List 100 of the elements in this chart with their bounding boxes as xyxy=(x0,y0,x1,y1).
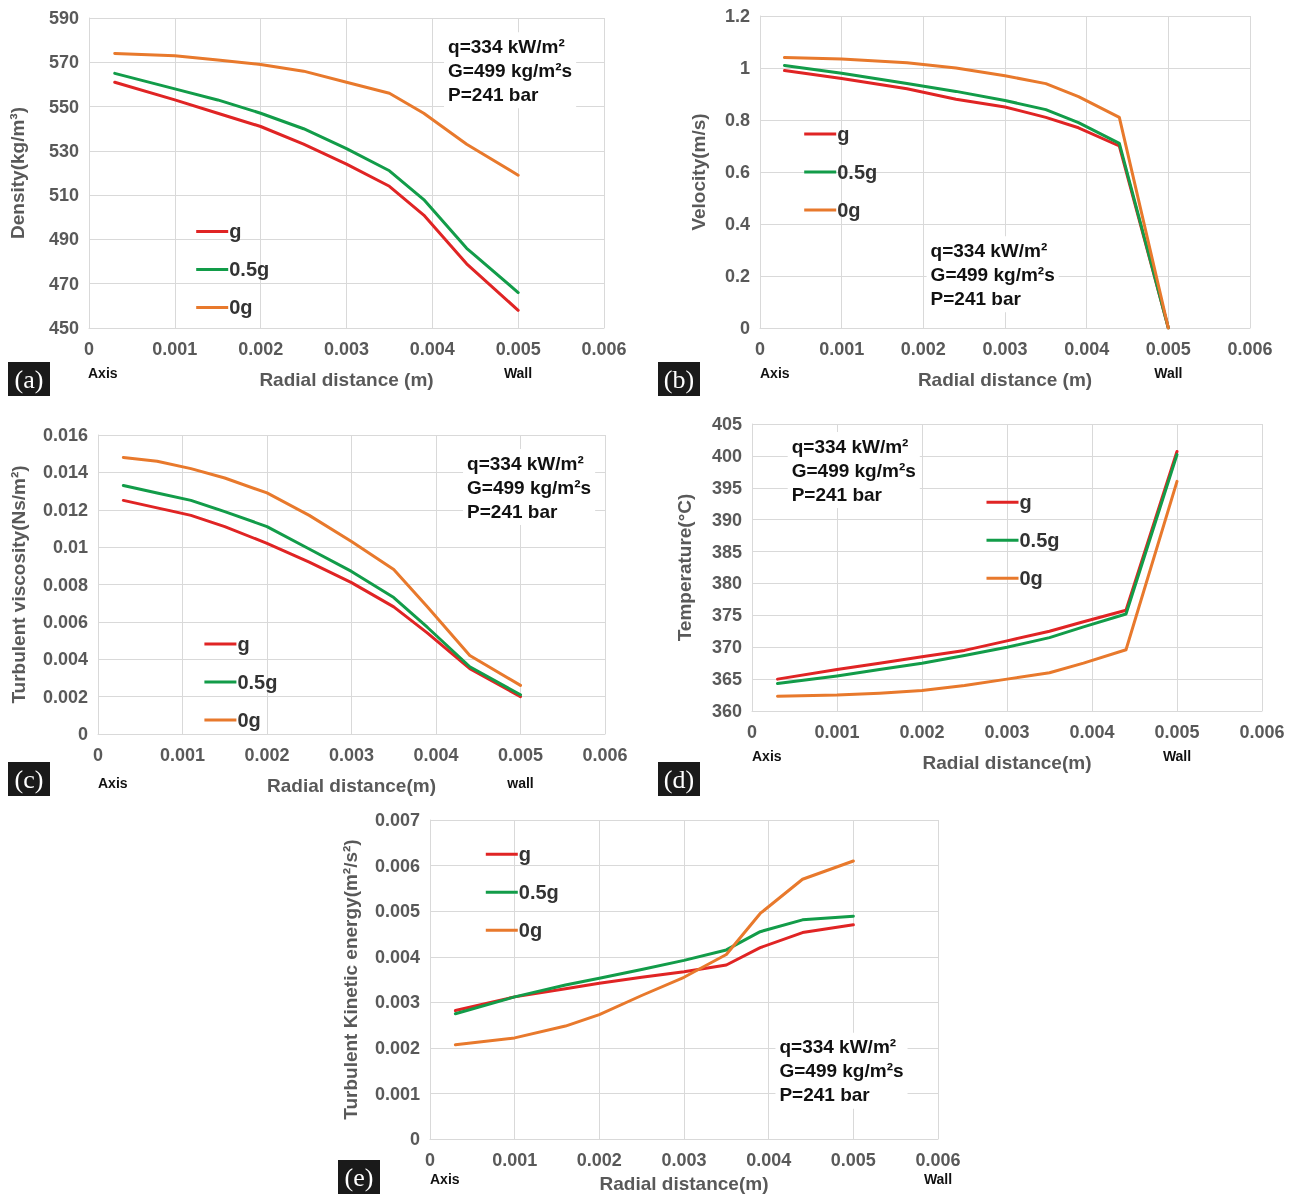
text: (a) xyxy=(14,364,44,394)
text: Axis xyxy=(752,748,782,764)
x-tick-label: 0.006 xyxy=(581,339,627,359)
x-tick-label: 0.003 xyxy=(984,722,1030,742)
y-tick-label: 375 xyxy=(711,605,742,626)
x-tick-label: 0.006 xyxy=(1227,339,1273,359)
y-tick-label: 530 xyxy=(48,140,79,161)
y-tick-label: 510 xyxy=(48,185,79,206)
x-axis-title: Radial distance (m) xyxy=(917,369,1093,390)
y-tick-label: 590 xyxy=(48,8,79,28)
x-tick-label: 0.006 xyxy=(582,745,628,765)
y-tick-label: 0.012 xyxy=(42,499,88,520)
y-tick-label: 0.016 xyxy=(42,425,88,445)
x-tick-label: 0.003 xyxy=(328,745,375,765)
y-tick-label: 395 xyxy=(711,477,742,498)
legend-label: g xyxy=(237,632,250,655)
legend-label: 0g xyxy=(518,919,543,942)
y-tick-label: 0.6 xyxy=(724,162,750,182)
x-tick-label: 0.001 xyxy=(814,722,860,742)
legend-label: 0.5g xyxy=(229,258,270,281)
x-tick-label: 0.005 xyxy=(830,1150,876,1171)
y-tick-label: 0.006 xyxy=(42,611,88,632)
y-tick-label: 0.014 xyxy=(42,462,88,483)
x-tick-label: 0 xyxy=(424,1150,436,1171)
y-tick-label: 0.4 xyxy=(724,214,750,234)
x-tick-label: 0.004 xyxy=(413,745,459,765)
x-tick-label: 0.004 xyxy=(409,339,455,359)
legend-label: 0g xyxy=(837,198,861,221)
annotation: q=334 kW/m² G=499 kg/m²s P=241 bar xyxy=(467,452,592,522)
y-tick-label: 370 xyxy=(711,637,742,658)
legend-label: 0g xyxy=(237,708,261,731)
legend-label: 0.5g xyxy=(237,670,278,693)
legend-label: g xyxy=(1019,491,1032,514)
x-tick-label: 0.002 xyxy=(899,722,945,742)
x-tick-label: 0.001 xyxy=(819,339,865,359)
annotation: q=334 kW/m² G=499 kg/m²s P=241 bar xyxy=(448,35,573,105)
legend-label: g xyxy=(837,122,850,145)
y-tick-label: 570 xyxy=(48,52,79,73)
x-tick-label: 0.001 xyxy=(152,339,198,359)
legend-label: 0.5g xyxy=(1019,529,1060,552)
x-tick-label: 0.005 xyxy=(1154,722,1200,742)
x-tick-label: 0.002 xyxy=(238,339,284,359)
y-axis-title: Velocity(m/s) xyxy=(688,113,709,231)
legend-label: g xyxy=(518,843,532,866)
legend-label: 0g xyxy=(1019,567,1043,590)
x-tick-label: 0.004 xyxy=(1064,339,1110,359)
y-tick-label: 0.006 xyxy=(374,855,420,876)
y-tick-label: 0.002 xyxy=(42,686,88,707)
y-axis-title: Density(kg/m³) xyxy=(7,107,28,239)
y-tick-label: 0.002 xyxy=(374,1037,420,1058)
y-tick-label: 490 xyxy=(48,229,79,250)
legend-label: 0g xyxy=(229,296,253,319)
y-tick-label: 0.008 xyxy=(42,574,88,595)
text: Axis xyxy=(98,775,128,791)
legend-label: 0.5g xyxy=(518,881,559,904)
text: Wall xyxy=(923,1171,953,1187)
text: (c) xyxy=(14,764,44,794)
text: Wall xyxy=(503,365,533,381)
y-tick-label: 385 xyxy=(711,541,742,562)
x-tick-label: 0.005 xyxy=(1145,339,1191,359)
x-tick-label: 0 xyxy=(754,339,766,359)
legend-label: 0.5g xyxy=(837,160,878,183)
y-tick-label: 550 xyxy=(48,96,79,117)
text: (d) xyxy=(663,764,695,794)
y-tick-label: 390 xyxy=(711,509,742,530)
x-tick-label: 0.005 xyxy=(497,745,544,765)
x-tick-label: 0.003 xyxy=(323,339,370,359)
text: (e) xyxy=(344,1162,374,1192)
y-tick-label: 0.007 xyxy=(374,810,420,830)
legend-label: g xyxy=(229,220,242,243)
x-axis-title: Radial distance (m) xyxy=(259,369,434,390)
x-tick-label: 0.001 xyxy=(492,1150,538,1171)
y-tick-label: 380 xyxy=(711,573,742,594)
y-tick-label: 0.01 xyxy=(52,537,88,558)
x-axis-title: Radial distance(m) xyxy=(599,1173,769,1194)
y-axis-title: Turbulent viscosity(Ns/m²) xyxy=(8,465,29,704)
annotation: q=334 kW/m² G=499 kg/m²s P=241 bar xyxy=(791,435,916,505)
y-tick-label: 450 xyxy=(48,318,79,338)
annotation: q=334 kW/m² G=499 kg/m²s P=241 bar xyxy=(779,1036,904,1106)
y-tick-label: 1.2 xyxy=(724,6,750,26)
y-tick-label: 0.001 xyxy=(374,1083,420,1104)
y-tick-label: 0.2 xyxy=(724,266,750,286)
x-tick-label: 0.003 xyxy=(661,1150,707,1171)
x-tick-label: 0.005 xyxy=(495,339,541,359)
annotation: q=334 kW/m² G=499 kg/m²s P=241 bar xyxy=(930,239,1055,309)
text: Axis xyxy=(88,365,118,381)
text: (b) xyxy=(663,364,695,394)
y-tick-label: 0.004 xyxy=(42,649,88,670)
y-tick-label: 1 xyxy=(739,58,750,78)
x-tick-label: 0.006 xyxy=(1239,722,1285,742)
y-tick-label: 0.005 xyxy=(374,901,420,922)
y-axis-title: Turbulent Kinetic energy(m²/s²) xyxy=(340,839,361,1120)
y-tick-label: 0.004 xyxy=(374,946,420,967)
x-tick-label: 0.002 xyxy=(900,339,946,359)
y-tick-label: 0 xyxy=(739,318,750,338)
x-tick-label: 0.002 xyxy=(244,745,290,765)
text: Axis xyxy=(430,1171,460,1187)
x-tick-label: 0.001 xyxy=(159,745,206,765)
y-tick-label: 365 xyxy=(711,669,742,690)
x-tick-label: 0.002 xyxy=(576,1150,622,1171)
